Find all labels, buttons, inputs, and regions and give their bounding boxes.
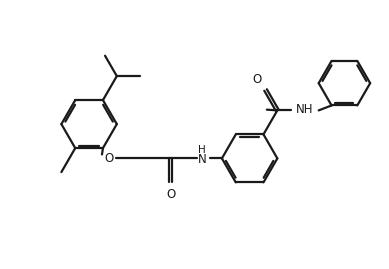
Text: O: O [104,152,114,165]
Text: N: N [198,153,207,166]
Text: H: H [198,146,206,155]
Text: O: O [166,188,175,201]
Text: O: O [252,73,261,86]
Text: NH: NH [296,103,314,116]
